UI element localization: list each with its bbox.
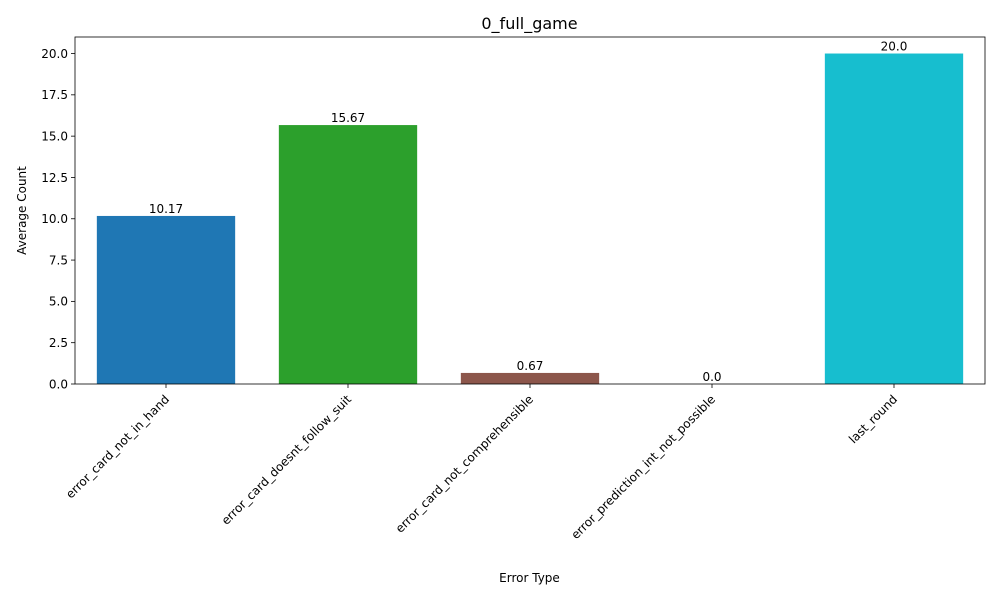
x-tick-label: error_card_not_comprehensible xyxy=(393,392,536,535)
bar xyxy=(460,372,600,384)
y-tick-label: 0.0 xyxy=(49,377,68,391)
x-tick-label: error_card_not_in_hand xyxy=(63,392,172,501)
plot-area: 10.17 15.67 0.67 0.0 20.0 xyxy=(74,36,986,385)
bar-value-label: 0.0 xyxy=(702,370,721,384)
x-axis-label: Error Type xyxy=(499,571,560,585)
y-tick-label: 5.0 xyxy=(49,295,68,309)
y-tick-label: 7.5 xyxy=(49,253,68,267)
bar-value-label: 10.17 xyxy=(149,202,183,216)
y-tick-label: 15.0 xyxy=(41,129,68,143)
x-axis: error_card_not_in_hand error_card_doesnt_… xyxy=(63,384,900,542)
bar-value-label: 0.67 xyxy=(517,359,544,373)
x-tick-label: error_prediction_int_not_possible xyxy=(568,392,718,542)
y-tick-label: 20.0 xyxy=(41,47,68,61)
y-tick-label: 10.0 xyxy=(41,212,68,226)
y-axis: 0.0 2.5 5.0 7.5 10.0 12.5 15.0 17.5 20.0 xyxy=(41,47,75,391)
y-tick-label: 12.5 xyxy=(41,171,68,185)
x-tick-label: last_round xyxy=(846,392,900,446)
bar-value-label: 15.67 xyxy=(331,111,365,125)
bar-value-label: 20.0 xyxy=(881,40,908,54)
chart-title: 0_full_game xyxy=(481,14,577,34)
bar xyxy=(824,53,964,385)
x-tick-label: error_card_doesnt_follow_suit xyxy=(219,392,355,528)
y-tick-label: 17.5 xyxy=(41,88,68,102)
bar xyxy=(278,125,418,384)
bar xyxy=(96,215,236,384)
y-axis-label: Average Count xyxy=(15,166,29,255)
y-tick-label: 2.5 xyxy=(49,336,68,350)
